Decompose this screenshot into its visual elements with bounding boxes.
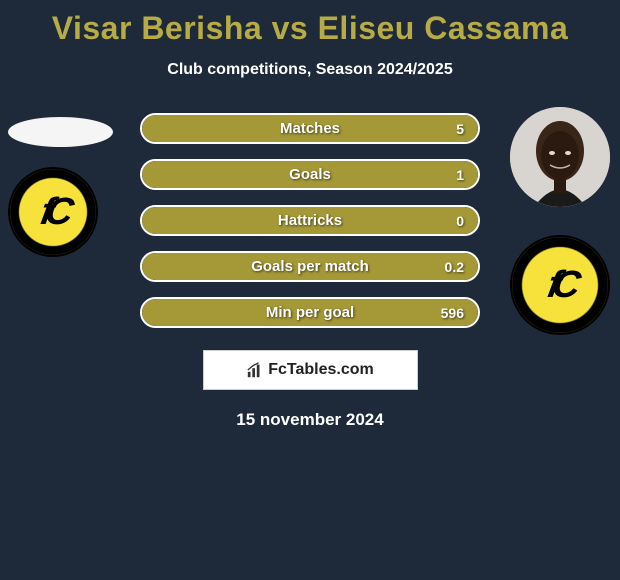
page-title: Visar Berisha vs Eliseu Cassama [0, 0, 620, 47]
stat-value: 0 [456, 213, 464, 229]
stat-bar: Hattricks 0 [140, 205, 480, 236]
stat-bar: Goals 1 [140, 159, 480, 190]
player-right-club-logo: fC [510, 235, 610, 335]
brand-box: FcTables.com [203, 350, 418, 390]
player-right-avatar [510, 107, 610, 207]
player-left-club-logo: fC [8, 167, 98, 257]
club-logo-text-right: fC [544, 264, 576, 307]
player-left-avatar [8, 117, 113, 147]
stat-value: 1 [456, 167, 464, 183]
stat-value: 0.2 [445, 259, 464, 275]
stat-value: 596 [441, 305, 464, 321]
player-right-face-icon [510, 107, 610, 207]
stat-label: Hattricks [278, 212, 342, 229]
chart-icon [246, 361, 264, 379]
player-right-column: fC [510, 107, 610, 335]
stat-bar: Goals per match 0.2 [140, 251, 480, 282]
stat-value: 5 [456, 121, 464, 137]
brand-text: FcTables.com [268, 361, 374, 379]
club-logo-text-left: fC [37, 191, 69, 234]
stat-label: Min per goal [266, 304, 354, 321]
comparison-content: fC fC Matches 5 Goals [0, 107, 620, 430]
stat-bar: Matches 5 [140, 113, 480, 144]
stat-bars: Matches 5 Goals 1 Hattricks 0 Goals per … [140, 107, 480, 328]
subtitle: Club competitions, Season 2024/2025 [0, 61, 620, 79]
stat-label: Matches [280, 120, 340, 137]
stat-label: Goals per match [251, 258, 369, 275]
date-text: 15 november 2024 [0, 410, 620, 430]
stat-bar: Min per goal 596 [140, 297, 480, 328]
stat-label: Goals [289, 166, 331, 183]
player-left-column: fC [8, 107, 113, 257]
